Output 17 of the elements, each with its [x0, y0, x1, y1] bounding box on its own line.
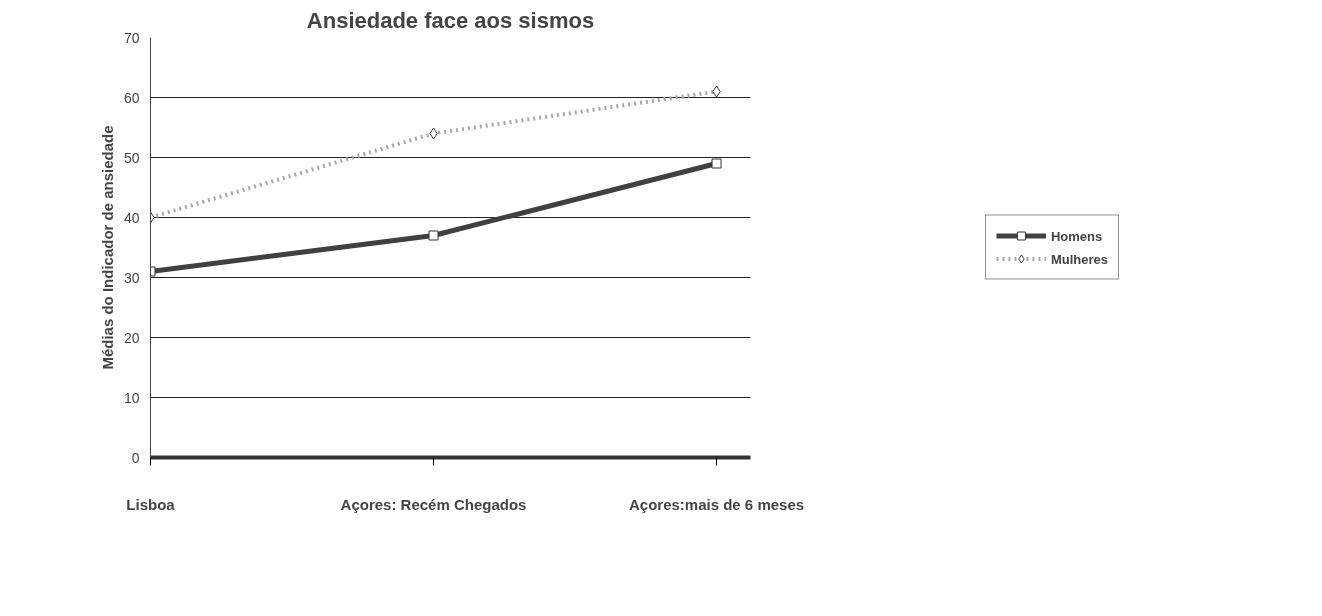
y-tick-label: 20 [123, 329, 140, 346]
y-tick-label: 60 [123, 89, 140, 106]
legend-label: Homens [1050, 228, 1103, 243]
x-tick-label: Lisboa [126, 495, 176, 513]
chart-title: Ansiedade face aos sismos [306, 7, 595, 33]
y-tick-label: 70 [123, 29, 140, 46]
y-tick-label: 30 [123, 269, 140, 286]
legend-label: Mulheres [1050, 251, 1109, 266]
x-tick-label: Açores:mais de 6 meses [628, 495, 805, 513]
y-tick-label: 0 [131, 449, 140, 466]
y-tick-label: 40 [123, 209, 140, 226]
y-tick-label: 50 [123, 149, 140, 166]
x-tick-label: Açores: Recém Chegados [340, 495, 527, 513]
point [428, 230, 439, 241]
y-tick-label: 10 [123, 389, 140, 406]
y-axis-title: Médias do Indicador de ansiedade [98, 125, 116, 370]
point [711, 158, 722, 169]
